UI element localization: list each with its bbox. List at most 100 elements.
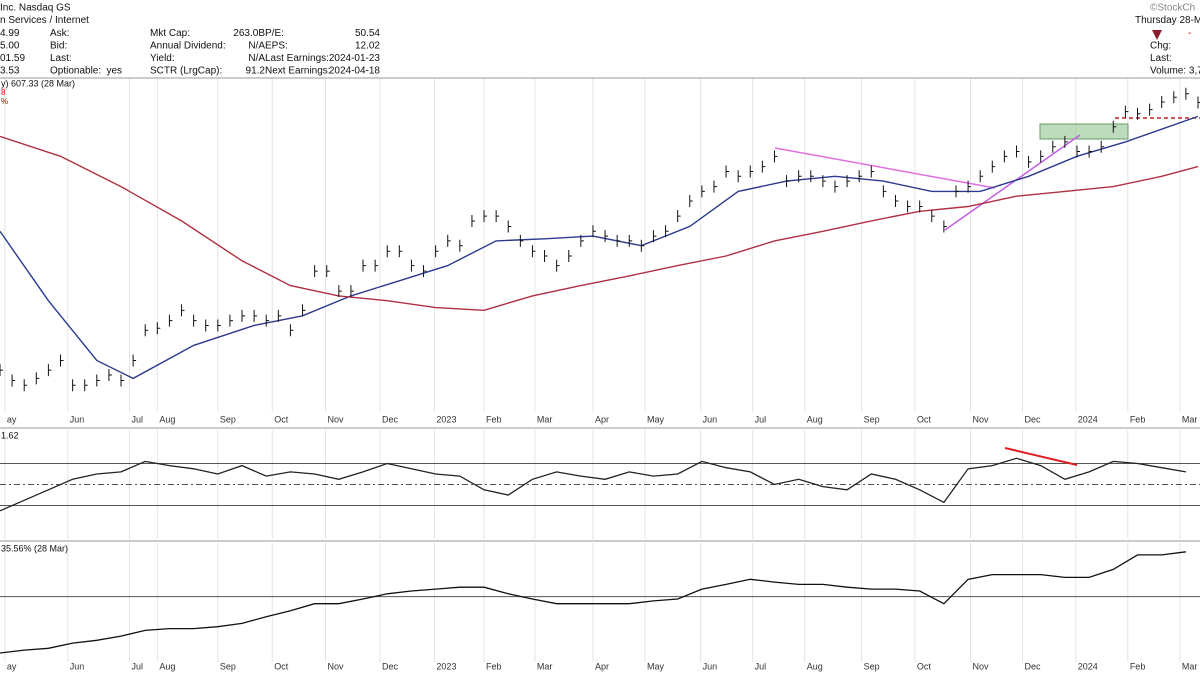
price-bar: [23, 379, 28, 392]
x-tick-label: Sep: [220, 661, 236, 671]
price-bar: [1161, 96, 1165, 108]
x-tick-label: Oct: [917, 414, 932, 424]
price-bar: [1076, 145, 1080, 158]
price-bar: [471, 214, 475, 227]
x-tick-label: May: [647, 414, 665, 424]
x-tick-label: Apr: [595, 661, 609, 671]
header-text: 4.99: [0, 28, 20, 39]
x-tick-label: 2023: [436, 661, 456, 671]
price-bar: [374, 259, 379, 272]
price-bar: [882, 185, 887, 198]
price-bar: [798, 170, 802, 183]
header-text: Annual Dividend:: [150, 40, 226, 51]
x-tick-label: Aug: [159, 661, 175, 671]
header-text: Next Earnings:: [265, 66, 331, 77]
x-tick-label: ay: [7, 414, 17, 424]
price-bar: [652, 230, 657, 243]
header-text: Ask:: [50, 28, 69, 39]
price-bar: [289, 324, 294, 337]
x-tick-label: Dec: [1025, 661, 1042, 671]
price-bar: [156, 322, 161, 335]
header-text: Last:: [50, 53, 72, 64]
header-text: Yield:: [150, 53, 175, 64]
price-bar: [1100, 140, 1105, 153]
price-bar: [459, 239, 463, 252]
header-text: Optionable:: [50, 66, 101, 77]
price-bar: [435, 245, 439, 258]
x-tick-label: Sep: [220, 414, 236, 424]
x-tick-label: Feb: [1130, 661, 1146, 671]
plot: y) 607.33 (28 Mar)8% ay Jun Jul Aug Sep Oct Nov…: [0, 78, 1200, 671]
header-text: yes: [106, 66, 122, 77]
x-tick-label: Feb: [486, 414, 502, 424]
x-tick-label: Jul: [755, 414, 767, 424]
price-bar: [168, 314, 173, 327]
price-bar: [84, 379, 88, 392]
x-tick-label: 2023: [436, 414, 456, 424]
price-bar: [277, 309, 282, 322]
x-tick-label: Feb: [486, 661, 502, 671]
header-text: Chg:: [1150, 40, 1171, 51]
price-bar: [786, 175, 790, 188]
x-tick-label: Oct: [274, 414, 289, 424]
header-text: ©StockCh: [1150, 3, 1195, 14]
price-bar: [120, 374, 125, 387]
x-tick-label: Jun: [70, 661, 85, 671]
price-bar: [1052, 140, 1056, 153]
price-bar: [253, 309, 258, 322]
x-tick-label: Mar: [1182, 414, 1198, 424]
price-bar: [737, 170, 742, 183]
price-bar: [11, 374, 16, 387]
price-bar: [568, 250, 572, 262]
price-bar: [665, 225, 669, 238]
x-tick-label: Jun: [70, 414, 85, 424]
x-tick-label: Oct: [917, 661, 932, 671]
price-bar: [761, 160, 766, 173]
x-tick-label: 2024: [1078, 661, 1098, 671]
x-tick-label: Mar: [537, 661, 553, 671]
price-bar: [991, 160, 996, 173]
header-text: N/A: [248, 40, 265, 51]
price-bar: [592, 225, 596, 238]
x-tick-label: Dec: [382, 414, 399, 424]
header-text: n Services / Internet: [0, 15, 89, 26]
x-tick-label: ay: [7, 661, 17, 671]
price-bar: [495, 210, 500, 223]
price-bar: [338, 285, 342, 298]
x-tick-label: Mar: [1182, 661, 1198, 671]
price-bar: [96, 374, 100, 387]
price-bar: [713, 180, 717, 193]
price-bar: [531, 245, 536, 258]
price-bar: [519, 234, 524, 247]
price-bar: [483, 210, 488, 223]
price-bar: [314, 265, 318, 278]
price-bar: [35, 372, 40, 385]
header-text: Last:: [1150, 53, 1172, 64]
x-tick-label: Dec: [1025, 414, 1042, 424]
line: [0, 135, 1199, 312]
price-bar: [362, 259, 367, 272]
price-bar: [144, 324, 149, 337]
panel-label: 35.56% (28 Mar): [1, 543, 68, 553]
x-tick-label: Nov: [973, 414, 990, 424]
x-tick-label: Jul: [131, 414, 143, 424]
price-bar: [1124, 105, 1129, 118]
header-text: Last Earnings:: [265, 53, 329, 64]
price-bar: [132, 354, 137, 367]
price-bar: [241, 309, 246, 322]
header-text: 50.54: [355, 28, 380, 39]
panel-label: 1.62: [1, 430, 19, 440]
header-text: Volume: 3,7: [1150, 66, 1200, 77]
price-bar: [386, 245, 391, 258]
header-text: P/E:: [265, 28, 284, 39]
price-bar: [604, 230, 609, 243]
price-bar: [822, 175, 826, 188]
header-text: -: [1188, 28, 1191, 39]
price-bar: [1112, 120, 1117, 133]
price-bar: [0, 364, 3, 377]
header-text: 2024-01-23: [329, 53, 381, 64]
header-text: 3.53: [0, 66, 20, 77]
price-bar: [931, 210, 935, 223]
x-tick-label: Sep: [864, 414, 880, 424]
